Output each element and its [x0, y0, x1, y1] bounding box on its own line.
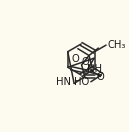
Text: NH: NH — [87, 64, 102, 74]
Text: CH₃: CH₃ — [107, 40, 126, 50]
Text: HO: HO — [74, 77, 89, 87]
Text: O: O — [96, 72, 104, 82]
Text: O: O — [82, 57, 90, 67]
Text: HN: HN — [56, 77, 71, 87]
Text: O: O — [72, 54, 80, 64]
